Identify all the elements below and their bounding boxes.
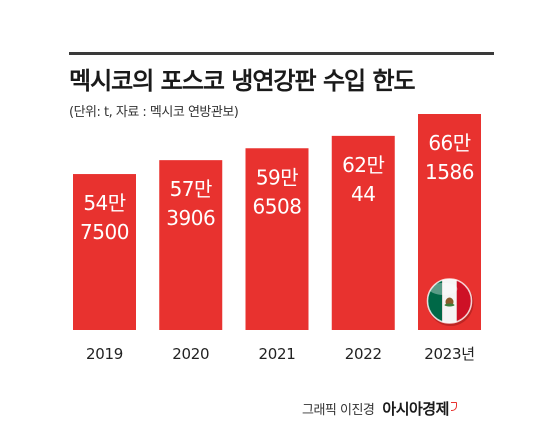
chart-subtitle: (단위: t, 자료 : 멕시코 연방관보) (69, 105, 239, 120)
chart-title: 멕시코의 포스코 냉연강판 수입 한도 (69, 67, 416, 95)
bar-value-label: 57만 (170, 177, 212, 201)
title-rule (69, 52, 494, 55)
credit-brand: 아시아경제 (382, 400, 449, 418)
bar-value-label: 1586 (425, 160, 474, 184)
bars-layer (73, 114, 481, 330)
bar-value-label: 7500 (80, 220, 129, 244)
bar-2021 (245, 148, 309, 330)
credit: 그래픽 이진경 아시아경제 (302, 398, 457, 419)
x-axis-tick-label: 2022 (345, 345, 382, 363)
brand-mark-icon (450, 402, 457, 411)
bar-value-label: 54만 (83, 191, 125, 215)
x-axis-ticks-layer: 2019 2020 2021 2022 2023년 (86, 345, 475, 363)
bar-value-label: 44 (351, 182, 375, 206)
bar-value-label: 59만 (256, 165, 298, 189)
bar-2022 (331, 135, 395, 330)
value-labels-layer: 54만 7500 57만 3906 59만 6508 62만 44 66만 1586 (80, 131, 474, 244)
x-axis-tick-label: 2020 (172, 345, 209, 363)
x-axis-tick-label: 2019 (86, 345, 123, 363)
bar-value-label: 66만 (428, 131, 470, 155)
bar-value-label: 3906 (166, 206, 215, 230)
credit-label: 그래픽 이진경 (302, 403, 375, 418)
bar-value-label: 62만 (342, 153, 384, 177)
mexico-flag-icon (426, 278, 474, 326)
x-axis-tick-label: 2023년 (424, 345, 474, 363)
bar-2019 (73, 174, 136, 330)
bar-value-label: 6508 (253, 194, 302, 218)
x-axis-tick-label: 2021 (259, 345, 296, 363)
bar-2020 (159, 160, 223, 330)
